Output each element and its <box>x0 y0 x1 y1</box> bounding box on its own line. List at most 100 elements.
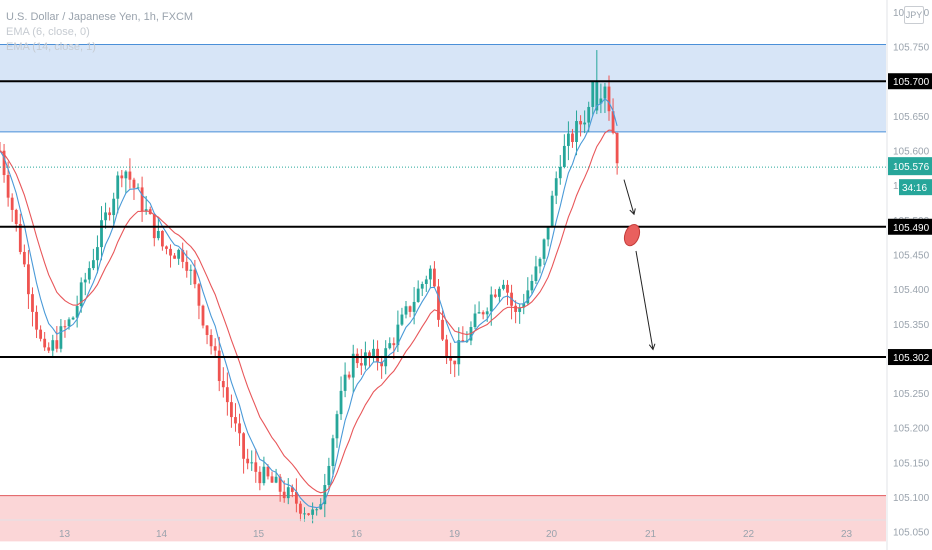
candle-body <box>181 249 185 262</box>
y-tick-label: 105.450 <box>893 250 930 261</box>
candle-body <box>526 290 530 304</box>
candle-body <box>489 294 493 312</box>
candle-body <box>372 348 375 357</box>
candle-body <box>132 179 136 188</box>
candle-body <box>197 284 201 306</box>
candle-body <box>603 86 607 99</box>
candle-body <box>59 326 63 349</box>
projection-arrowhead <box>648 343 656 351</box>
y-tick-label: 105.050 <box>893 528 930 539</box>
x-tick-label: 13 <box>59 529 71 540</box>
candle-body <box>441 319 444 340</box>
candle-body <box>522 303 526 308</box>
candle-body <box>286 487 290 499</box>
candle-body <box>10 197 14 210</box>
candle-body <box>75 306 79 318</box>
candle-body <box>380 361 384 367</box>
candle-body <box>262 466 266 484</box>
candle-body <box>39 329 42 339</box>
legend-ema-fast[interactable]: EMA (6, close, 0) <box>6 26 90 38</box>
candle-body <box>230 402 233 418</box>
candle-body <box>193 269 197 285</box>
candle-body <box>575 121 578 142</box>
candle-body <box>185 261 189 271</box>
x-tick-label: 21 <box>645 529 657 540</box>
candle-body <box>485 311 489 315</box>
candle-body <box>238 423 241 434</box>
candle-body <box>246 458 250 464</box>
y-tick-label: 105.350 <box>893 320 930 331</box>
candle-body <box>514 305 518 312</box>
candle-body <box>79 282 83 307</box>
candle-body <box>51 340 55 351</box>
candle-body <box>546 227 550 240</box>
candle-body <box>404 306 408 315</box>
y-tick-label: 105.100 <box>893 493 930 504</box>
projection-arrow <box>623 179 635 215</box>
candle-body <box>567 133 570 146</box>
candle-body <box>376 348 379 362</box>
candle-body <box>234 417 237 424</box>
candle-body <box>112 198 116 216</box>
candle-body <box>396 324 400 346</box>
candle-body <box>120 175 124 179</box>
candle-body <box>31 294 34 312</box>
candle-body <box>347 374 351 378</box>
candle-body <box>2 150 6 176</box>
candle-body <box>307 513 310 515</box>
supply-zone <box>0 44 886 132</box>
candle-body <box>177 249 181 259</box>
candle-body <box>136 187 140 189</box>
candle-body <box>453 360 457 365</box>
candle-body <box>14 209 18 224</box>
candle-body <box>250 462 254 464</box>
candle-body <box>416 288 420 302</box>
candle-body <box>315 509 319 511</box>
candle-body <box>303 513 306 515</box>
y-tick-label: 105.600 <box>893 147 930 158</box>
candle-body <box>343 374 347 391</box>
candle-body <box>104 212 107 221</box>
candle-body <box>595 81 599 111</box>
level-price-label: 105.700 <box>893 77 930 88</box>
candle-body <box>335 414 339 439</box>
candle-body <box>96 247 99 261</box>
currency-badge[interactable]: JPY <box>904 6 924 24</box>
last-price-badge <box>888 157 932 176</box>
candle-body <box>55 340 59 349</box>
candle-body <box>83 279 87 283</box>
x-tick-label: 23 <box>841 529 853 540</box>
candle-body <box>87 268 91 280</box>
candle-body <box>461 340 465 343</box>
candle-body <box>100 220 103 248</box>
candle-body <box>290 487 294 492</box>
ema-slow-line <box>0 129 618 494</box>
candle-body <box>209 334 213 347</box>
legend-symbol[interactable]: U.S. Dollar / Japanese Yen, 1h, FXCM <box>6 11 194 23</box>
candle-body <box>128 171 132 180</box>
candle-body <box>144 209 148 212</box>
y-tick-label: 105.250 <box>893 389 930 400</box>
candle-body <box>43 338 47 348</box>
legend-ema-slow[interactable]: EMA (14, close, 1) <box>6 41 96 53</box>
candle-body <box>424 279 428 284</box>
candle-body <box>412 301 416 312</box>
candle-body <box>116 175 120 199</box>
candle-body <box>607 86 611 112</box>
candle-body <box>591 81 595 107</box>
candle-body <box>311 509 315 515</box>
candle-body <box>599 98 603 104</box>
level-price-label: 105.302 <box>893 353 930 364</box>
candle-body <box>270 476 274 483</box>
level-price-label: 105.490 <box>893 223 930 234</box>
candle-body <box>173 255 176 259</box>
candle-body <box>538 258 542 267</box>
candle-body <box>189 269 193 271</box>
candle-body <box>359 363 363 366</box>
candle-body <box>165 246 168 249</box>
level-price-badge <box>888 218 932 235</box>
candle-body <box>428 268 432 280</box>
candle-body <box>282 491 286 499</box>
